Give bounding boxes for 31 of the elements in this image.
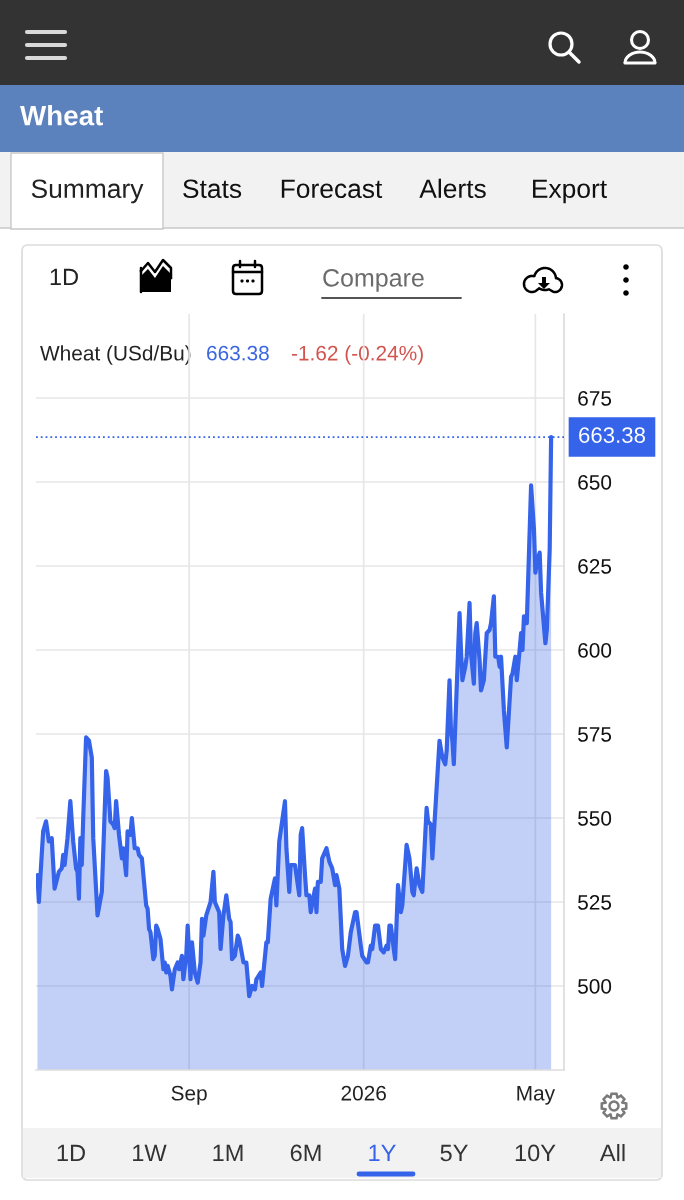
text: 6M: [290, 1144, 321, 1162]
text: All: [599, 1143, 625, 1162]
x-tick-label: May: [517, 1086, 556, 1105]
y-tick-label: 625: [578, 559, 612, 574]
text: 5Y: [440, 1144, 468, 1162]
text: Summary: [31, 179, 144, 204]
y-tick-label: 575: [578, 727, 612, 742]
text: 1M: [213, 1144, 243, 1162]
y-tick-label: 650: [578, 475, 612, 490]
y-tick-label: 550: [578, 811, 612, 826]
annotation: -1.62 (-0.24%): [291, 345, 423, 365]
chart-title: Wheat: [20, 105, 103, 126]
y-tick-label: 600: [578, 643, 612, 658]
text: 1D: [57, 1144, 85, 1162]
y-tick-label: 500: [578, 979, 612, 994]
text: 1Y: [369, 1144, 396, 1162]
text: 1D: [50, 268, 78, 286]
text: 1W: [133, 1144, 167, 1162]
annotation: 663.38: [207, 345, 269, 361]
x-tick-label: Sep: [171, 1085, 207, 1105]
annotation: Wheat (USd/Bu): [40, 345, 191, 365]
text: Export: [533, 179, 607, 204]
text: Forecast: [281, 179, 383, 199]
ref-line-label: 663.38: [579, 427, 645, 444]
y-tick-label: 675: [578, 391, 612, 406]
x-tick-label: 2026: [341, 1085, 386, 1101]
y-tick-label: 525: [578, 895, 612, 910]
text: Alerts: [419, 178, 486, 199]
text: Compare: [323, 269, 424, 292]
text: 10Y: [515, 1144, 556, 1162]
text: Stats: [183, 179, 242, 199]
